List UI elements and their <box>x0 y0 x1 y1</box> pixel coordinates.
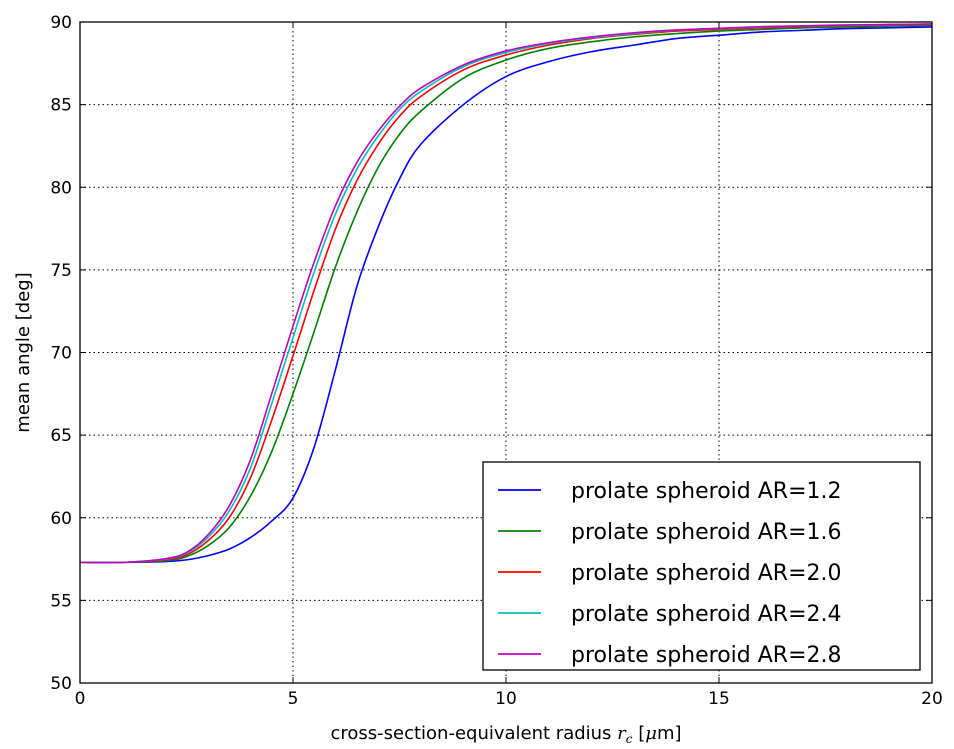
series-line-1 <box>79 26 933 564</box>
x-axis-label-unit-rest: m] <box>657 723 682 744</box>
legend-label: prolate spheroid AR=1.2 <box>571 479 842 504</box>
y-tick-label: 80 <box>50 178 72 198</box>
y-tick-label: 55 <box>50 591 72 611</box>
x-axis-label-unit-open: [ <box>633 723 646 744</box>
series-line-5 <box>79 23 933 564</box>
legend-label: prolate spheroid AR=2.4 <box>571 602 842 627</box>
y-tick-label: 65 <box>50 426 72 446</box>
x-tick-label: 15 <box>708 689 730 709</box>
x-axis-label-unit-mu: μ <box>645 723 657 744</box>
x-axis-label: cross-section-equivalent radius rc [μm] <box>330 723 681 746</box>
x-axis-label-text: cross-section-equivalent radius <box>330 723 617 744</box>
x-tick-label: 10 <box>495 689 517 709</box>
axis-ticks: 0 5 10 15 20 50 55 60 65 70 75 80 85 90 <box>50 13 942 709</box>
legend-box <box>482 461 921 671</box>
series-line-2 <box>79 24 933 564</box>
legend-label: prolate spheroid AR=1.6 <box>571 520 842 545</box>
series-line-3 <box>79 23 933 564</box>
legend-label: prolate spheroid AR=2.8 <box>571 643 842 668</box>
x-tick-label: 20 <box>921 689 943 709</box>
x-axis-label-symbol: r <box>617 723 627 744</box>
x-axis-label-subscript: c <box>626 732 633 746</box>
legend-label: prolate spheroid AR=2.0 <box>571 561 842 586</box>
x-tick-label: 5 <box>288 689 299 709</box>
plot-area <box>79 23 933 564</box>
y-tick-label: 70 <box>50 344 72 364</box>
y-tick-label: 60 <box>50 509 72 529</box>
y-tick-label: 90 <box>50 13 72 33</box>
y-tick-label: 50 <box>50 674 72 694</box>
y-tick-label: 75 <box>50 261 72 281</box>
legend: prolate spheroid AR=1.2 prolate spheroid … <box>482 461 921 671</box>
x-tick-label: 0 <box>75 689 86 709</box>
y-tick-label: 85 <box>50 96 72 116</box>
y-axis-label: mean angle [deg] <box>13 272 34 432</box>
